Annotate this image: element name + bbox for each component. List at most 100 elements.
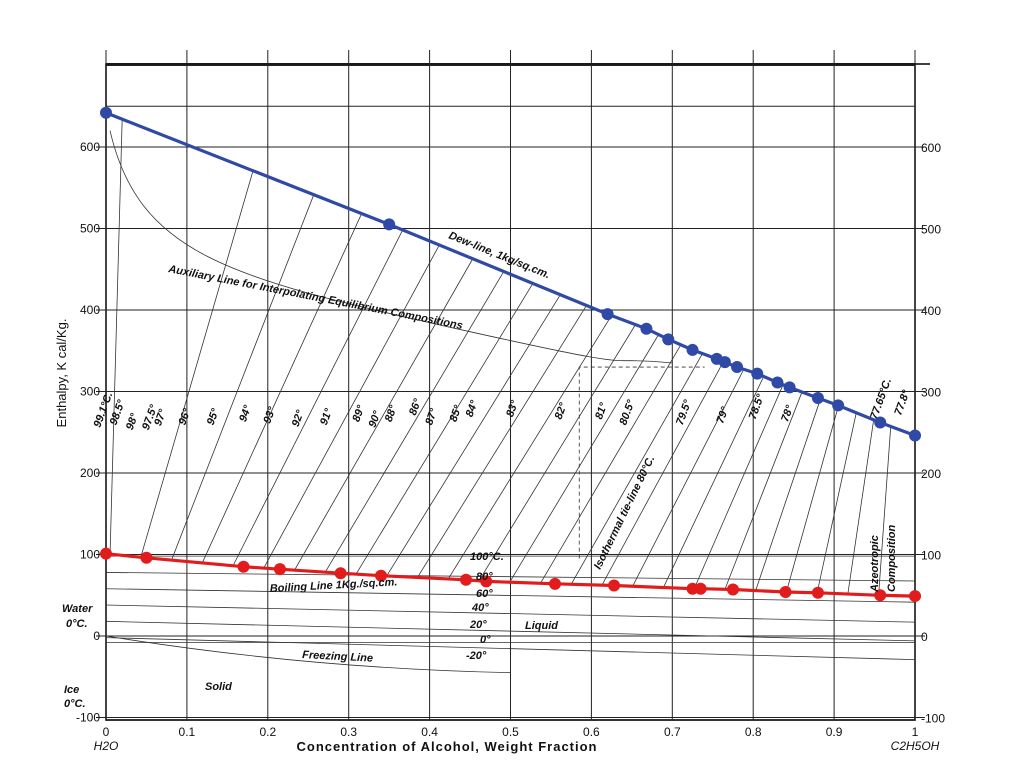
x-left-end-label: H2O xyxy=(94,739,119,753)
x-tick-label: 0.6 xyxy=(583,725,600,739)
x-axis-title: Concentration of Alcohol, Weight Fractio… xyxy=(297,739,598,754)
boiling-point-marker xyxy=(779,585,792,598)
boiling-point-marker xyxy=(334,567,347,580)
tie-temperature-label: 82° xyxy=(553,401,570,421)
x-tick-label: 0.1 xyxy=(179,725,196,739)
tie-temperature-label: 79° xyxy=(714,405,731,425)
tie-line xyxy=(878,426,892,596)
dew-point-marker xyxy=(783,381,796,394)
dew-point-marker xyxy=(718,356,731,369)
tie-temperature-label: 77.8° xyxy=(892,388,912,417)
tie-line xyxy=(509,334,659,583)
boiling-point-marker xyxy=(608,579,621,592)
ice-temp-label: 0°C. xyxy=(64,698,86,710)
tie-temperature-label: 77.65°C. xyxy=(868,377,894,421)
temp-80-label: 80° xyxy=(476,571,493,583)
boiling-point-marker xyxy=(726,583,739,596)
tie-line xyxy=(324,271,505,573)
boiling-point-marker xyxy=(460,573,473,586)
y-tick-label-left: 200 xyxy=(80,466,100,480)
y-tick-label-left: 500 xyxy=(80,222,100,236)
tie-line xyxy=(171,194,315,561)
tie-line xyxy=(724,391,803,590)
x-tick-label: 0.4 xyxy=(421,725,438,739)
tie-temperature-label: 91° xyxy=(318,406,335,426)
y-tick-label-left: 0 xyxy=(93,629,100,643)
dew-point-marker xyxy=(100,106,112,119)
temp-20-label: 20° xyxy=(469,619,487,631)
boiling-point-marker xyxy=(237,560,250,573)
water-label: Water xyxy=(62,603,93,615)
tie-temperature-label: 97° xyxy=(152,407,169,427)
boiling-point-marker xyxy=(811,586,824,599)
boiling-point-marker xyxy=(140,551,153,564)
boiling-point-marker xyxy=(480,575,493,588)
x-tick-label: 0.2 xyxy=(259,725,276,739)
tie-line xyxy=(140,170,254,558)
tie-line xyxy=(755,398,821,591)
dew-point-marker xyxy=(771,376,784,389)
temp-0-label: 0° xyxy=(480,634,491,646)
y-tick-label-left: 400 xyxy=(80,303,100,317)
x-tick-label: 0.8 xyxy=(745,725,762,739)
tie-line xyxy=(109,119,123,555)
tie-line xyxy=(417,305,587,578)
tie-temperature-label: 88° xyxy=(383,403,400,423)
dew-point-marker xyxy=(383,218,396,231)
boiling-point-marker xyxy=(874,589,887,602)
tie-line xyxy=(693,384,784,589)
temp-minus20-label: -20° xyxy=(466,650,487,662)
tie-line xyxy=(386,294,561,577)
boiling-point-marker xyxy=(548,577,561,590)
tie-line xyxy=(632,369,745,587)
dew-point-marker xyxy=(832,399,845,412)
solid-label: Solid xyxy=(205,681,232,693)
dew-point-marker xyxy=(640,322,653,335)
azeotropic-label: Azeotropic xyxy=(869,535,881,593)
y-tick-label-left: -100 xyxy=(76,711,100,725)
dew-point-marker xyxy=(731,361,744,374)
tie-line xyxy=(816,412,857,593)
y-axis-title: Enthalpy, K cal/Kg. xyxy=(54,319,69,428)
dew-point-marker xyxy=(662,333,675,346)
dew-point-marker xyxy=(909,429,921,442)
y-tick-label-right: 500 xyxy=(921,223,941,237)
tie-temperature-label: 96° xyxy=(176,406,193,426)
isotherm-line xyxy=(105,637,916,661)
boiling-point-marker xyxy=(694,582,707,595)
tie-temperature-label: 80.5° xyxy=(617,398,637,427)
y-tick-label-right: 100 xyxy=(921,549,941,563)
tie-temperature-label: 85° xyxy=(448,403,465,423)
isotherm-line xyxy=(105,620,916,642)
tie-line xyxy=(785,405,839,593)
temp-60-label: 60° xyxy=(476,588,493,600)
boiling-point-marker xyxy=(273,563,286,576)
x-tick-label: 0.7 xyxy=(664,725,681,739)
tie-temperature-label: 79.5° xyxy=(674,398,694,427)
x-tick-label: 0.9 xyxy=(826,725,843,739)
dew-line-series xyxy=(105,111,916,437)
water-temp-label: 0°C. xyxy=(66,618,88,630)
tie-temperature-label: 98° xyxy=(124,411,141,431)
dew-point-marker xyxy=(601,308,614,321)
y-tick-label-right: 200 xyxy=(921,467,941,481)
tie-temperature-label: 83° xyxy=(504,398,521,418)
tie-temperature-label: 78.5° xyxy=(747,392,767,421)
auxiliary-line-label: Auxiliary Line for Interpolating Equilib… xyxy=(166,263,463,332)
temp-40-label: 40° xyxy=(471,602,489,614)
series-layer xyxy=(100,106,921,603)
tie-line xyxy=(540,344,682,584)
freezing-curve xyxy=(105,635,511,674)
tie-temperature-label: 92° xyxy=(290,408,307,428)
tie-temperature-label: 87° xyxy=(423,406,440,426)
boiling-point-marker xyxy=(375,569,388,582)
tie-line xyxy=(447,315,612,580)
tie-line xyxy=(201,213,362,564)
tie-temperature-label: 84° xyxy=(464,398,481,418)
dew-point-marker xyxy=(751,367,764,380)
x-tick-label: 0 xyxy=(103,725,110,739)
boiling-point-marker xyxy=(909,590,921,603)
tie-line xyxy=(263,244,440,569)
temp-100-label: 100°C. xyxy=(470,551,504,563)
